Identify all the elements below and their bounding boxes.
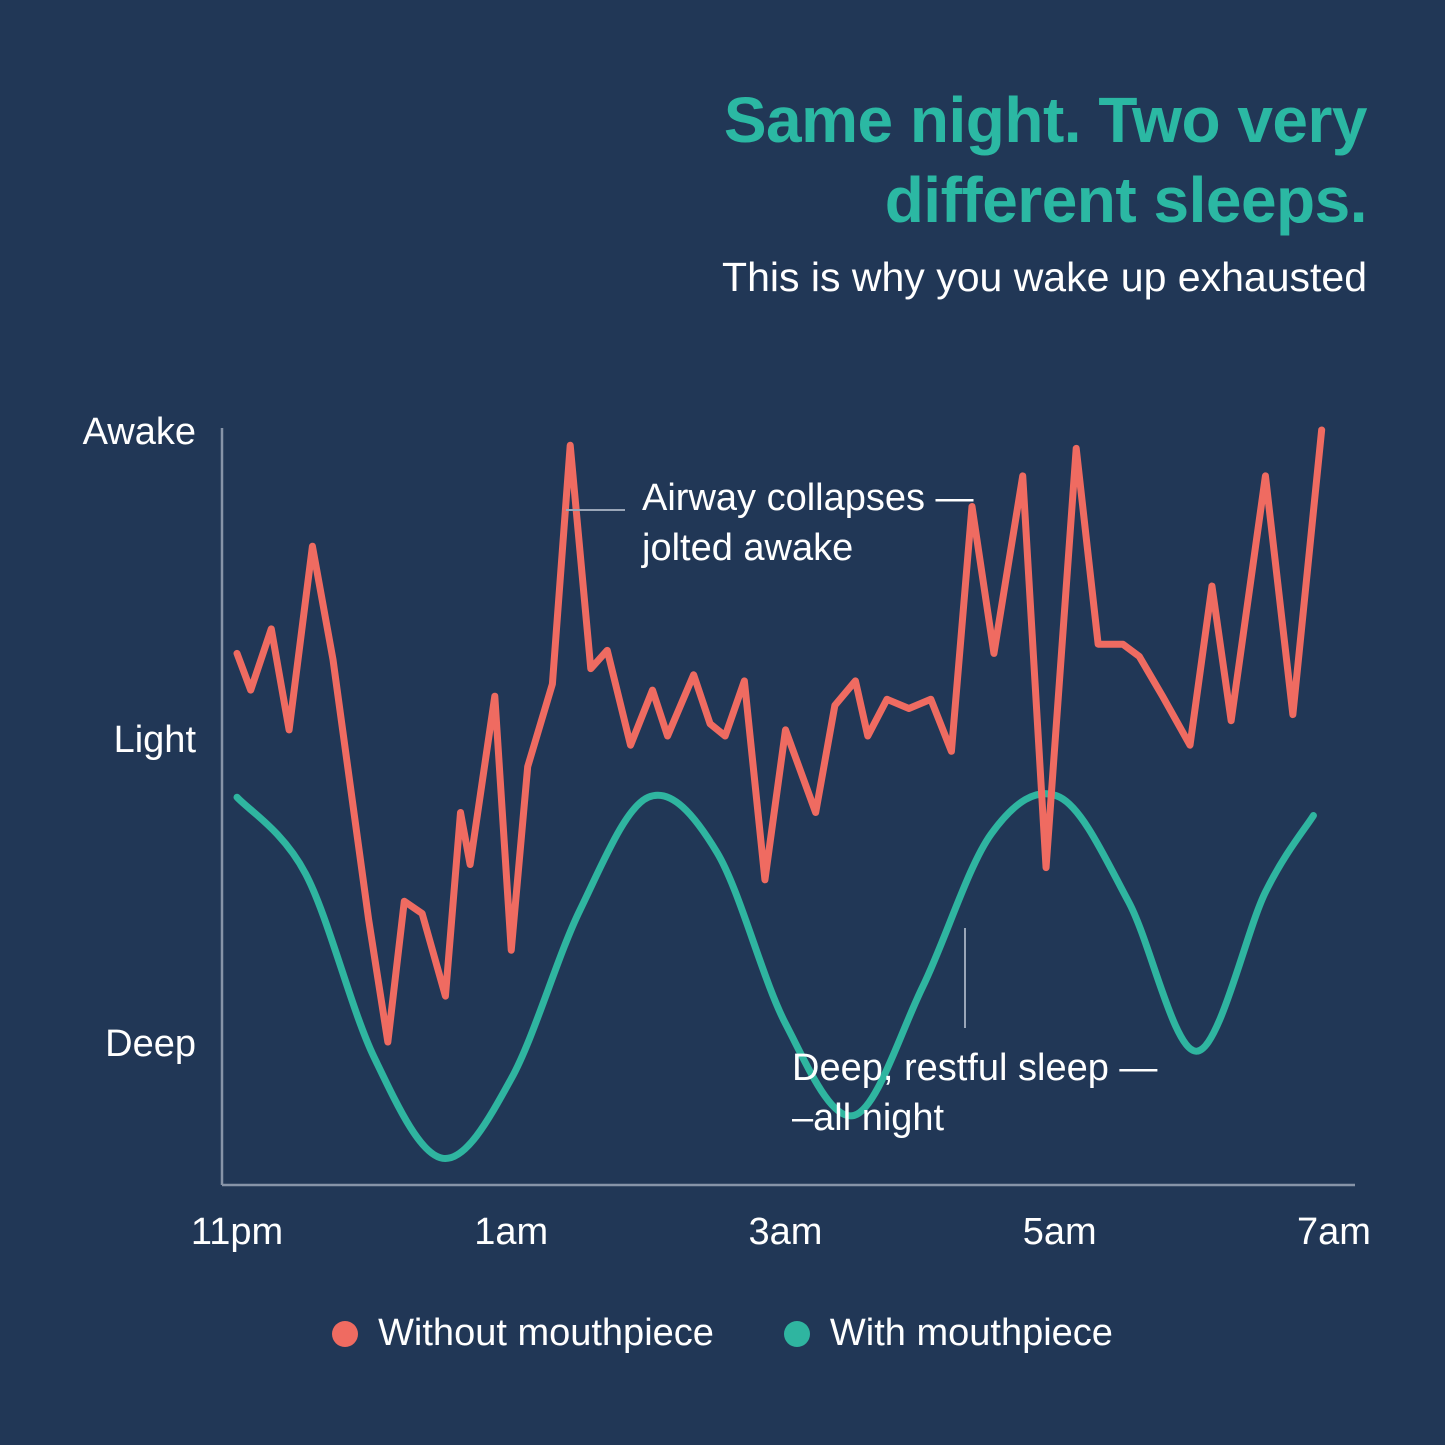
y-tick-label-awake: Awake [83, 411, 196, 453]
x-tick-label-11pm: 11pm [191, 1211, 283, 1253]
annotation-deep-line-1: Deep, restful sleep — [792, 1047, 1157, 1089]
y-tick-label-light: Light [114, 719, 197, 761]
x-tick-label-5am: 5am [1023, 1211, 1097, 1253]
legend: Without mouthpiece With mouthpiece [0, 1312, 1445, 1355]
title-line-2: different sleeps. [884, 164, 1368, 236]
chart-title: Same night. Two very different sleeps. [467, 80, 1368, 240]
legend-item-with: With mouthpiece [783, 1312, 1113, 1355]
x-tick-label-1am: 1am [474, 1211, 548, 1253]
x-tick-label-3am: 3am [749, 1211, 823, 1253]
legend-label-without: Without mouthpiece [378, 1312, 714, 1354]
legend-dot-without [332, 1320, 359, 1347]
annotation-airway-line-2: jolted awake [641, 527, 853, 569]
legend-dot-with [783, 1320, 810, 1347]
series-with-mouthpiece-line [233, 790, 1317, 1162]
y-tick-label-deep: Deep [105, 1023, 196, 1065]
chart-subtitle: This is why you wake up exhausted [722, 254, 1367, 300]
series-without-mouthpiece-line [233, 426, 1326, 1046]
annotation-airway-line-1: Airway collapses — [642, 477, 974, 519]
legend-item-without: Without mouthpiece [332, 1312, 714, 1355]
annotation-deep-line-2: –all night [792, 1097, 945, 1139]
legend-label-with: With mouthpiece [829, 1312, 1113, 1354]
x-tick-label-7am: 7am [1297, 1211, 1371, 1253]
title-line-1: Same night. Two very [723, 84, 1368, 156]
